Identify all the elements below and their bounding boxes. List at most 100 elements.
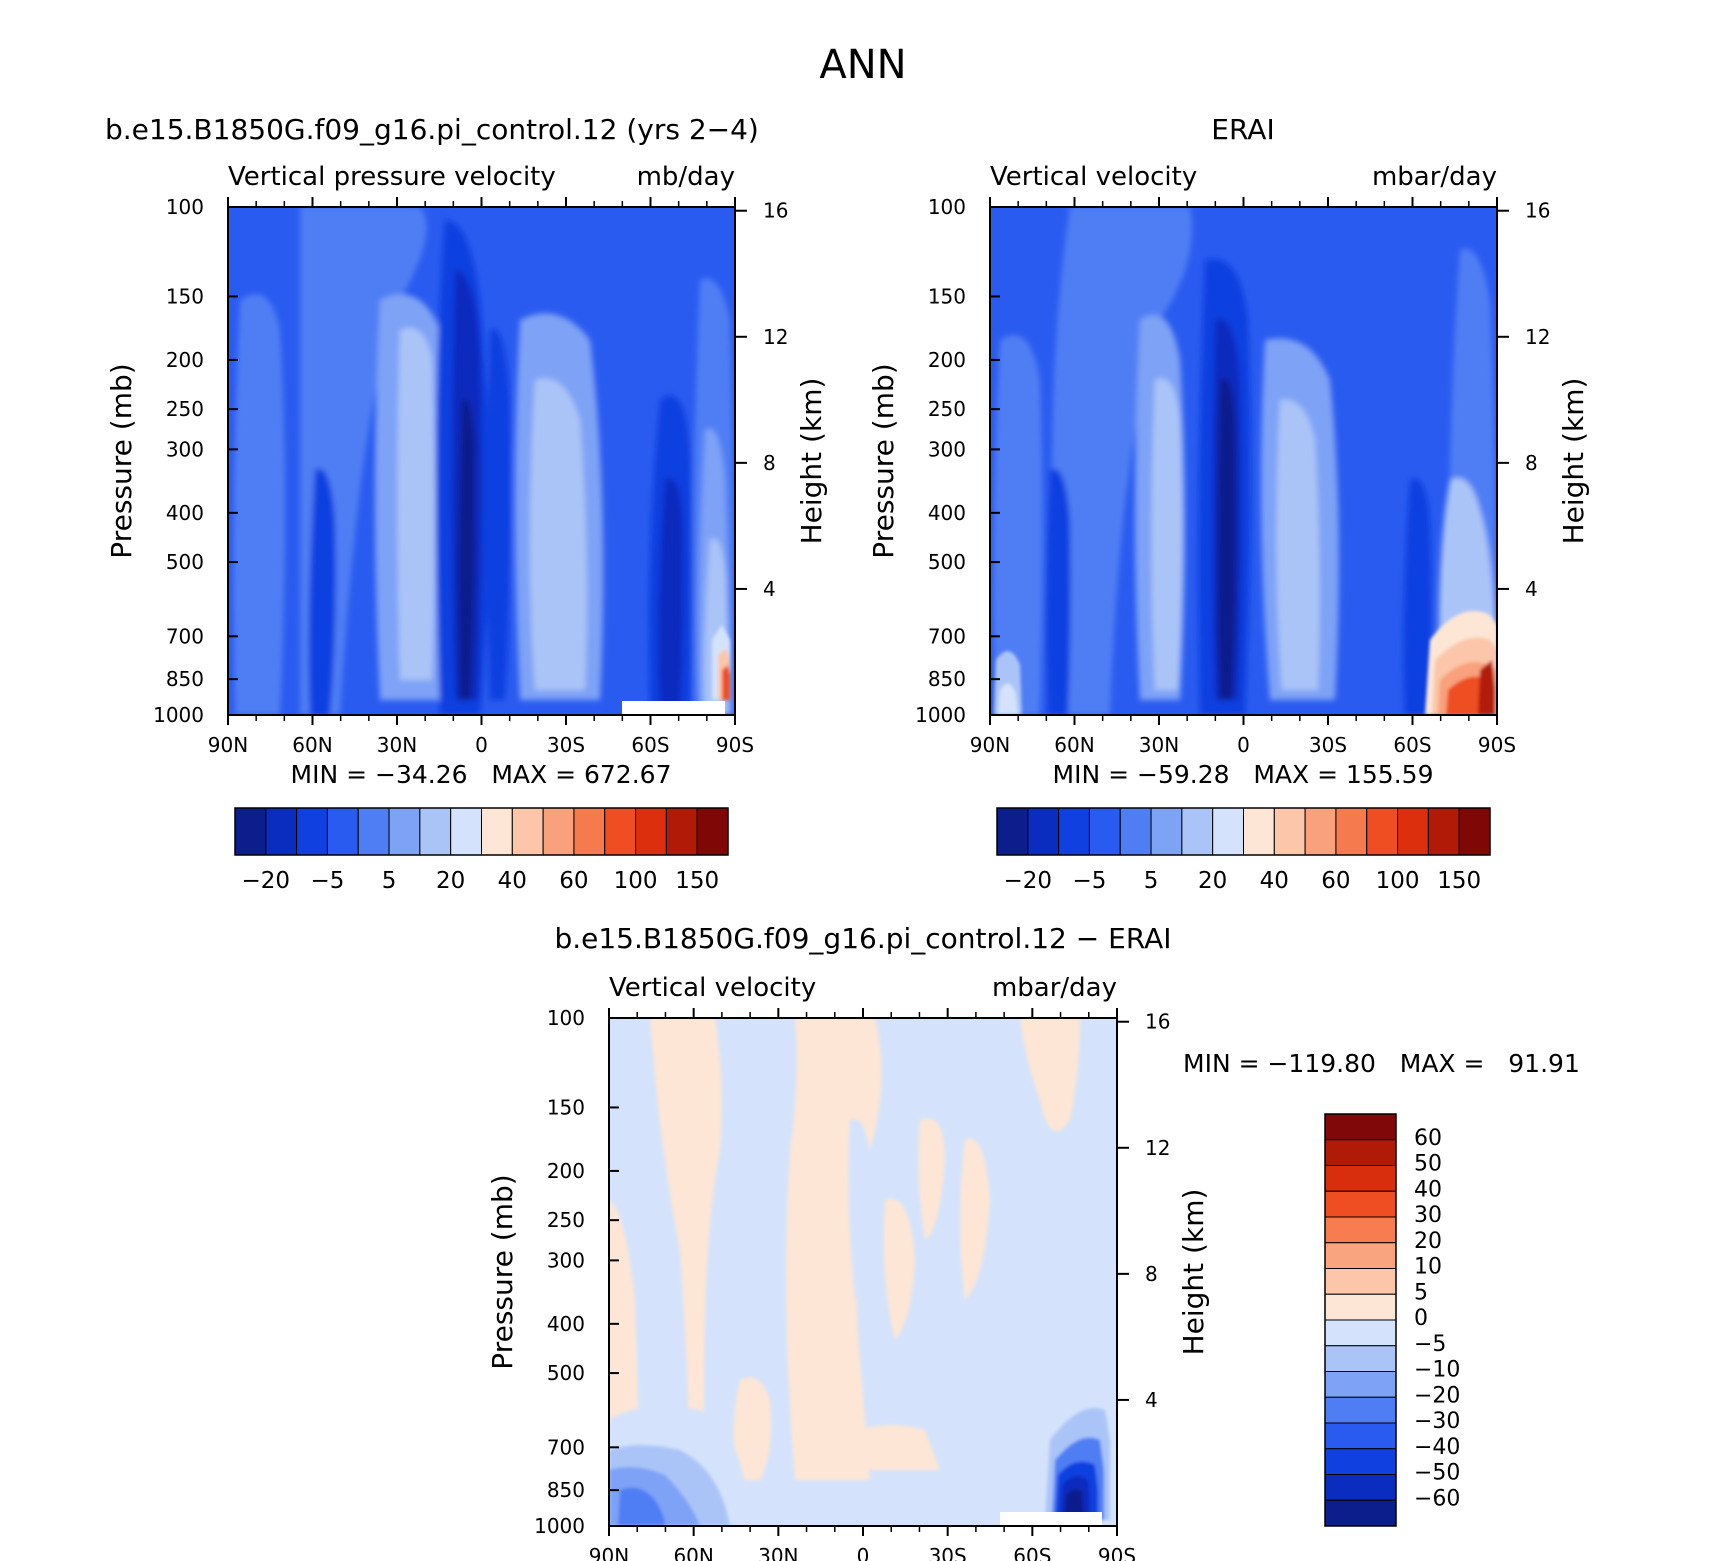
y-tick-label: 200 xyxy=(547,1159,585,1183)
colorbar-label: 150 xyxy=(1437,868,1481,894)
colorbar-swatch xyxy=(1324,1268,1397,1295)
variable-label: Vertical velocity xyxy=(990,162,1197,192)
colorbar-label: 150 xyxy=(675,868,719,894)
x-tick-label: 30N xyxy=(758,1544,798,1561)
y-right-tick-label: 8 xyxy=(1525,451,1538,475)
y-tick-label: 700 xyxy=(166,624,204,648)
y-tick-label: 400 xyxy=(166,501,204,525)
colorbar-swatch xyxy=(234,807,267,856)
x-tick-label: 90N xyxy=(589,1544,629,1561)
y-right-tick-label: 16 xyxy=(763,199,788,223)
colorbar-swatch xyxy=(1427,807,1460,856)
figure-title: ANN xyxy=(819,42,906,88)
y-tick-label: 300 xyxy=(547,1248,585,1272)
y-tick-label: 400 xyxy=(928,501,966,525)
colorbar: −20 −5 5 20 40 60 100 150 xyxy=(996,807,1491,894)
y-tick-label: 250 xyxy=(166,397,204,421)
y-tick-label: 250 xyxy=(547,1208,585,1232)
colorbar-swatch xyxy=(1181,807,1214,856)
colorbar-swatch xyxy=(265,807,298,856)
colorbar-label: 100 xyxy=(614,868,658,894)
colorbar-swatch xyxy=(1324,1113,1397,1141)
x-tick-label: 30S xyxy=(929,1544,967,1561)
x-tick-label: 30S xyxy=(1309,733,1347,757)
units-label: mbar/day xyxy=(992,973,1117,1003)
units-label: mb/day xyxy=(637,162,735,192)
x-tick-label: 0 xyxy=(1237,733,1250,757)
colorbar-frame xyxy=(234,807,729,856)
colorbar-label: 10 xyxy=(1414,1255,1442,1280)
x-tick-label: 60N xyxy=(1054,733,1094,757)
y-tick-label: 150 xyxy=(547,1095,585,1119)
y-right-tick-label: 12 xyxy=(763,325,788,349)
y-right-tick-label: 12 xyxy=(1145,1136,1170,1160)
colorbar-swatch xyxy=(511,807,544,856)
colorbar-swatch xyxy=(1324,1293,1397,1321)
colorbar-swatch xyxy=(1335,807,1368,856)
x-tick-label: 60S xyxy=(1393,733,1431,757)
y-tick-label: 700 xyxy=(928,624,966,648)
y-axis-label-right: Height (km) xyxy=(795,378,828,545)
colorbar-swatch xyxy=(1324,1448,1397,1475)
colorbar-swatch xyxy=(326,807,359,856)
y-ticks-right: 16 12 8 4 xyxy=(1117,1010,1170,1412)
colorbar-swatch xyxy=(1366,807,1399,856)
y-tick-label: 1000 xyxy=(534,1514,585,1538)
contour-field xyxy=(990,207,1497,715)
x-tick-label: 0 xyxy=(857,1544,870,1561)
x-ticks: 90N 60N 30N 0 30S 60S 90S xyxy=(208,197,754,757)
colorbar-swatch xyxy=(1304,807,1337,856)
colorbar-swatch xyxy=(481,807,513,856)
colorbar-swatch xyxy=(1324,1242,1397,1269)
colorbar-swatch xyxy=(357,807,390,856)
y-axis-label: Pressure (mb) xyxy=(105,363,138,558)
colorbar-swatch xyxy=(665,807,698,856)
colorbar-label: −60 xyxy=(1414,1486,1460,1511)
colorbar-swatch xyxy=(542,807,575,856)
colorbar-swatch xyxy=(1324,1319,1397,1347)
y-tick-label: 1000 xyxy=(153,703,204,727)
x-tick-label: 30S xyxy=(547,733,585,757)
colorbar-swatch xyxy=(1119,807,1152,856)
x-tick-label: 90N xyxy=(208,733,248,757)
colorbar-swatch xyxy=(996,807,1029,856)
colorbar-label: 60 xyxy=(1321,868,1350,894)
colorbar-label: 40 xyxy=(498,868,527,894)
y-tick-label: 850 xyxy=(547,1478,585,1502)
colorbar-label: 20 xyxy=(1414,1229,1442,1254)
colorbar-label: 50 xyxy=(1414,1152,1442,1177)
colorbar-label: 60 xyxy=(1414,1126,1442,1151)
contour-field xyxy=(609,1018,1117,1526)
colorbar-swatch xyxy=(1324,1216,1397,1244)
y-tick-label: 500 xyxy=(928,550,966,574)
colorbar-swatch xyxy=(696,807,729,856)
panel-obs: ERAI Vertical velocity mbar/day xyxy=(867,113,1590,894)
colorbar-label: 60 xyxy=(559,868,588,894)
variable-label: Vertical velocity xyxy=(609,973,816,1003)
y-tick-label: 400 xyxy=(547,1312,585,1336)
x-tick-label: 30N xyxy=(1139,733,1179,757)
colorbar-swatch xyxy=(450,807,482,856)
x-tick-label: 60S xyxy=(1013,1544,1051,1561)
x-tick-label: 30N xyxy=(377,733,417,757)
y-right-tick-label: 4 xyxy=(1145,1388,1158,1412)
colorbar-swatch xyxy=(604,807,637,856)
colorbar-swatch xyxy=(1324,1190,1397,1218)
panel-title: ERAI xyxy=(1211,113,1274,146)
y-right-tick-label: 4 xyxy=(1525,577,1538,601)
colorbar-label: 20 xyxy=(1198,868,1227,894)
y-tick-label: 850 xyxy=(166,667,204,691)
colorbar-swatch xyxy=(1324,1139,1397,1166)
y-tick-label: 1000 xyxy=(915,703,966,727)
colorbar-frame xyxy=(1324,1113,1397,1527)
y-right-tick-label: 8 xyxy=(763,451,776,475)
colorbar-label: −5 xyxy=(1072,868,1106,894)
x-tick-label: 60S xyxy=(631,733,669,757)
y-tick-label: 300 xyxy=(928,437,966,461)
y-tick-label: 300 xyxy=(166,437,204,461)
colorbar-swatch xyxy=(1324,1165,1397,1192)
colorbar-swatch xyxy=(635,807,667,856)
colorbar-label: −50 xyxy=(1414,1461,1460,1486)
